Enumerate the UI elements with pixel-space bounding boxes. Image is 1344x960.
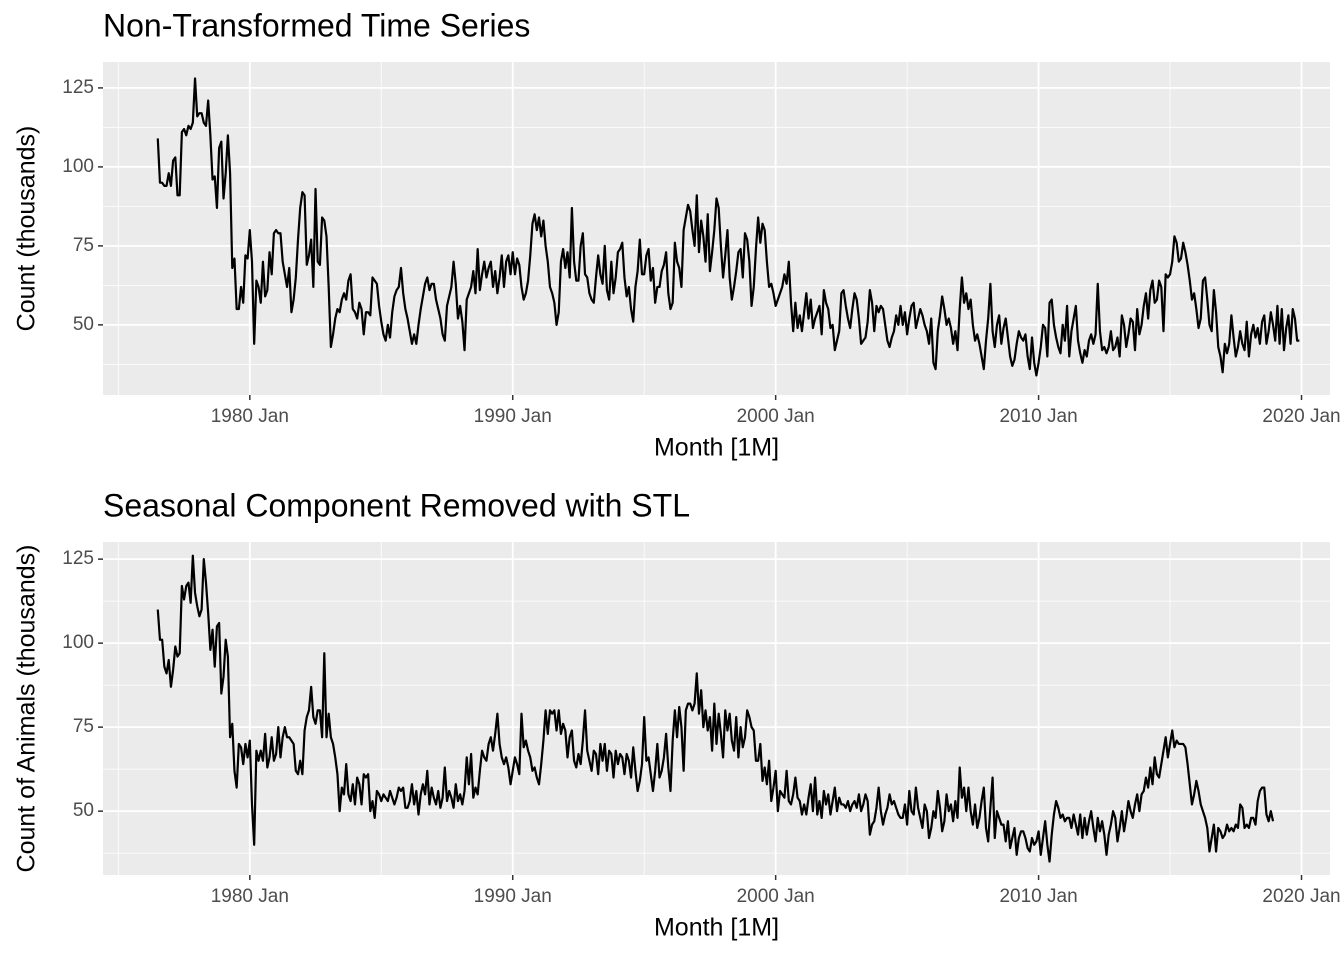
y-axis-label: Count of Animals (thousands) (13, 545, 41, 873)
y-tick-label: 75 (73, 716, 94, 737)
x-tick-label: 2020 Jan (1262, 886, 1340, 907)
chart-title: Seasonal Component Removed with STL (103, 487, 690, 523)
x-tick-label: 1990 Jan (474, 406, 552, 427)
y-tick-label: 75 (73, 235, 94, 256)
y-axis-label: Count (thousands) (13, 126, 41, 332)
x-tick-label: 1980 Jan (211, 886, 289, 907)
y-tick-label: 50 (73, 314, 94, 335)
panel-background (103, 542, 1330, 875)
series-line (156, 554, 1275, 863)
y-tick-label: 125 (62, 77, 94, 98)
x-tick-label: 2020 Jan (1262, 406, 1340, 427)
y-tick-label: 100 (62, 632, 94, 653)
panel-background (103, 62, 1330, 395)
x-tick-label: 1990 Jan (474, 886, 552, 907)
y-tick-label: 125 (62, 548, 94, 569)
x-tick-label: 1980 Jan (211, 406, 289, 427)
x-tick-label: 2000 Jan (737, 886, 815, 907)
x-tick-label: 2000 Jan (737, 406, 815, 427)
series-line (156, 77, 1300, 377)
chart-title: Non-Transformed Time Series (103, 7, 530, 43)
x-tick-label: 2010 Jan (999, 406, 1077, 427)
x-axis-label: Month [1M] (654, 434, 779, 462)
x-axis-label: Month [1M] (654, 914, 779, 942)
x-tick-label: 2010 Jan (999, 886, 1077, 907)
y-tick-label: 100 (62, 156, 94, 177)
y-tick-label: 50 (73, 800, 94, 821)
